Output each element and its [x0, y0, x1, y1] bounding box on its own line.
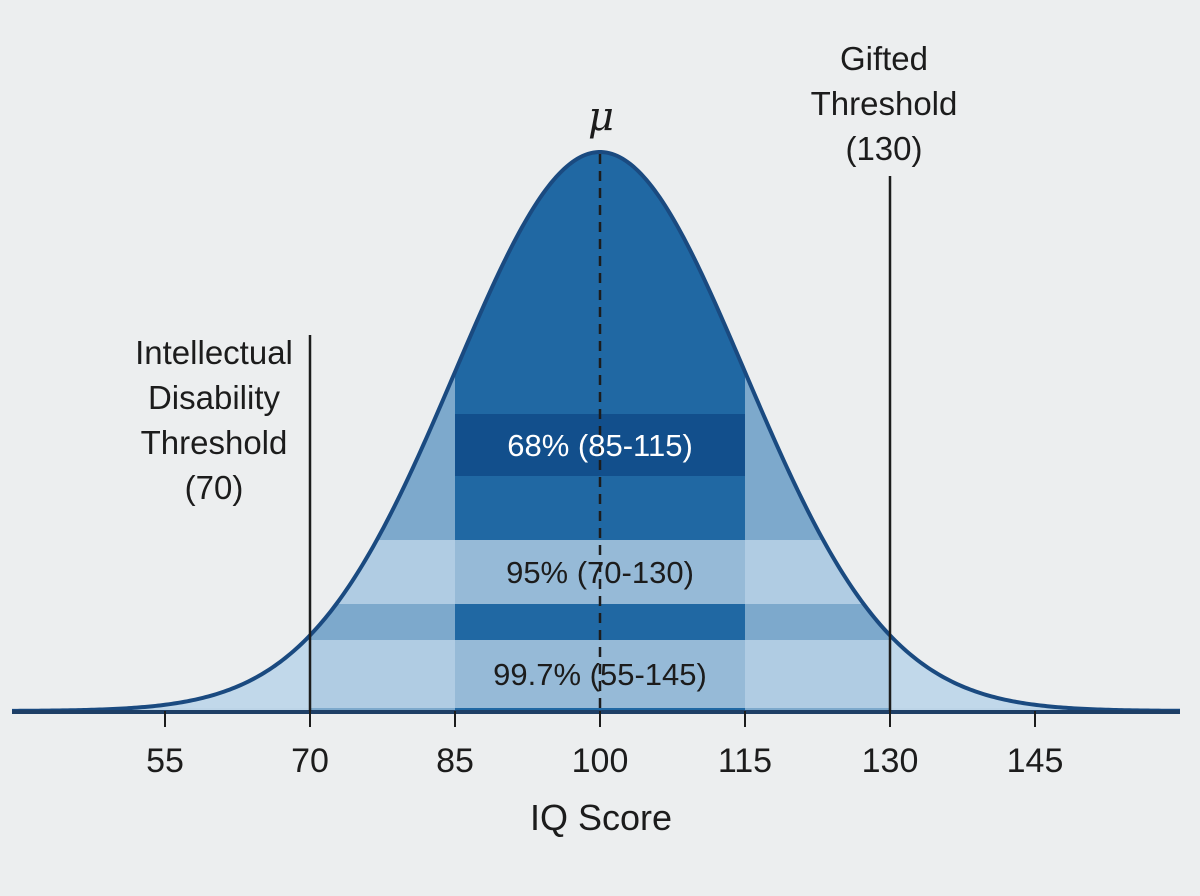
gifted-threshold-label: Threshold — [811, 85, 958, 122]
x-tick-label: 70 — [291, 742, 329, 780]
x-axis-title: IQ Score — [530, 797, 672, 838]
x-tick-label: 130 — [862, 742, 919, 780]
x-tick-label: 55 — [146, 742, 184, 780]
x-tick-label: 145 — [1007, 742, 1064, 780]
gifted-threshold-label: Gifted — [840, 40, 928, 77]
disability-threshold-label: Intellectual — [135, 334, 293, 371]
band-95-label: 95% (70-130) — [506, 555, 694, 590]
x-tick-label: 100 — [572, 742, 629, 780]
disability-threshold-label: Threshold — [141, 424, 288, 461]
disability-threshold-label: (70) — [185, 469, 244, 506]
band-99-7-label: 99.7% (55-145) — [493, 657, 707, 692]
gifted-threshold-label: (130) — [845, 130, 922, 167]
x-tick-label: 85 — [436, 742, 474, 780]
x-tick-label: 115 — [718, 742, 772, 780]
band-68-label: 68% (85-115) — [507, 428, 693, 463]
mean-label: μ — [588, 94, 614, 140]
bell-curve-outline — [11, 150, 1181, 713]
disability-threshold-label: Disability — [148, 379, 281, 416]
